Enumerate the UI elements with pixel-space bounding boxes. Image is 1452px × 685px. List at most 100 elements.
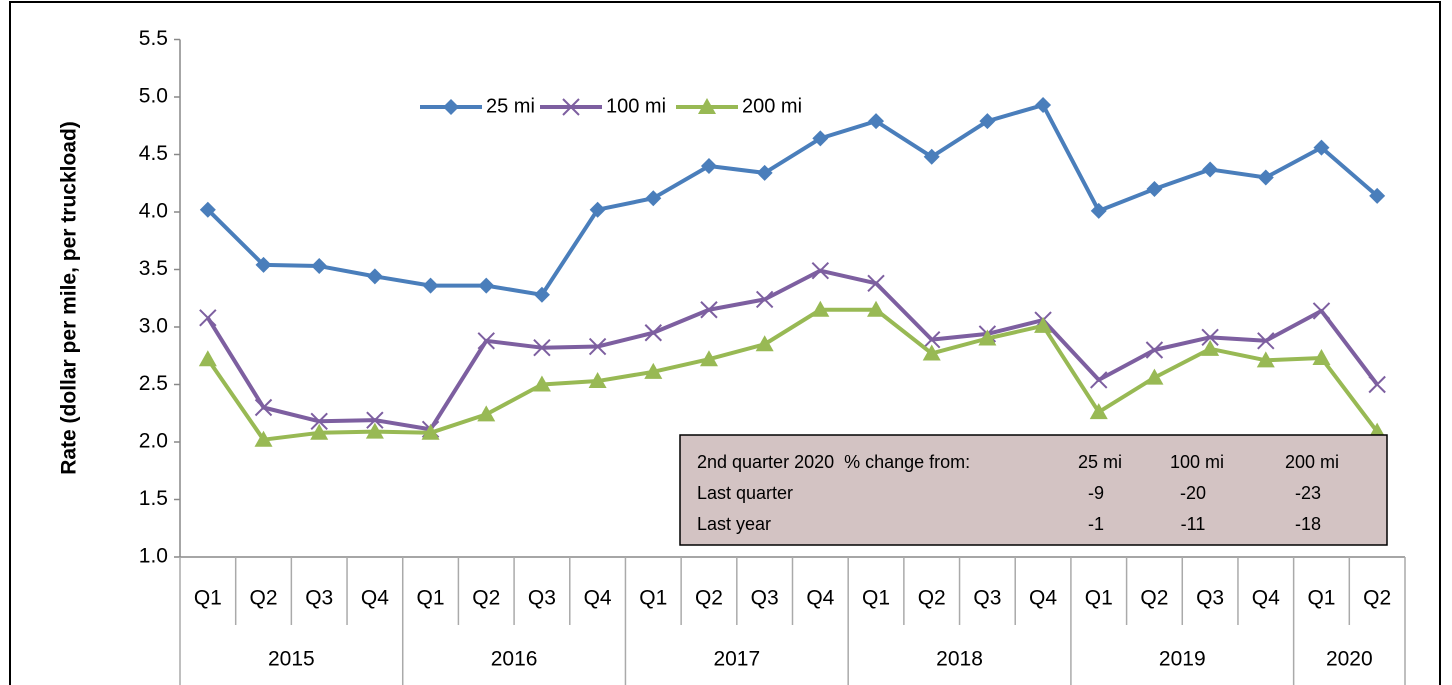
point	[755, 335, 774, 352]
table-cell: -18	[1295, 514, 1321, 534]
x-tick-label: Q3	[1196, 587, 1224, 610]
point	[1256, 351, 1275, 368]
x-tick-label: Q4	[361, 587, 389, 610]
table-cell: -9	[1088, 483, 1104, 503]
y-tick-label: 1.0	[139, 545, 168, 568]
point	[1257, 332, 1275, 350]
point	[978, 329, 997, 346]
table-cell: Last year	[697, 514, 771, 534]
point	[1312, 349, 1331, 366]
point	[366, 411, 384, 429]
summary-table: 2nd quarter 2020 % change from: 25 mi 100 …	[679, 434, 1388, 546]
point	[532, 375, 551, 392]
legend-label: 25 mi	[486, 95, 535, 117]
series-line	[206, 268, 1379, 432]
point	[812, 130, 829, 147]
point	[198, 350, 217, 367]
point	[1202, 161, 1219, 178]
point	[254, 430, 273, 447]
point	[311, 258, 328, 275]
x-tick-label: Q3	[751, 587, 779, 610]
y-tick-label: 3.0	[139, 315, 168, 338]
x-tick-label: Q2	[1140, 587, 1168, 610]
point	[255, 256, 272, 273]
series-line	[206, 103, 1379, 297]
x-tick-label: Q2	[472, 587, 500, 610]
table-cell: -1	[1088, 514, 1104, 534]
point	[1312, 302, 1331, 320]
point	[588, 337, 607, 356]
group-label: 2018	[936, 648, 983, 671]
table-cell: -23	[1295, 483, 1321, 503]
series-line	[206, 307, 1379, 442]
y-axis-label: Rate (dollar per mile, per truckload)	[58, 121, 81, 475]
point	[589, 201, 606, 218]
x-tick-label: Q4	[806, 587, 834, 610]
table-cell: -20	[1180, 483, 1206, 503]
point	[867, 274, 885, 293]
y-tick-label: 5.0	[139, 85, 168, 108]
x-tick-label: Q4	[1029, 587, 1057, 610]
y-tick-label: 3.5	[139, 257, 168, 280]
x-tick-label: Q2	[918, 587, 946, 610]
point	[1090, 371, 1108, 389]
y-tick-label: 2.0	[139, 430, 168, 453]
y-tick-label: 2.5	[139, 372, 168, 395]
point	[1034, 316, 1053, 333]
table-header: 100 mi	[1170, 452, 1224, 472]
point	[811, 300, 830, 317]
point	[755, 290, 774, 309]
point	[923, 148, 940, 165]
point	[254, 398, 273, 417]
y-tick-label: 4.0	[139, 200, 168, 223]
point	[310, 423, 329, 440]
x-tick-label: Q2	[250, 587, 278, 610]
point	[756, 164, 773, 181]
point	[1368, 375, 1386, 394]
x-tick-label: Q2	[1363, 587, 1391, 610]
point	[1145, 341, 1164, 359]
legend-marker	[443, 99, 459, 115]
table-box	[679, 434, 1388, 546]
point	[199, 201, 216, 218]
x-tick-label: Q4	[584, 587, 612, 610]
point	[478, 277, 495, 294]
x-tick-label: Q3	[305, 587, 333, 610]
table-cell: Last quarter	[697, 483, 793, 503]
point	[867, 300, 886, 317]
y-tick-label: 1.5	[139, 487, 168, 510]
point	[310, 412, 328, 431]
x-tick-label: Q1	[862, 587, 890, 610]
point	[199, 309, 217, 327]
group-label: 2016	[491, 648, 538, 671]
x-tick-label: Q3	[973, 587, 1001, 610]
x-tick-label: Q4	[1252, 587, 1280, 610]
point	[365, 422, 384, 439]
point	[1369, 187, 1386, 204]
y-tick-label: 5.5	[139, 27, 168, 50]
point	[533, 338, 551, 357]
group-label: 2015	[268, 648, 315, 671]
point	[366, 268, 383, 285]
point	[1035, 97, 1052, 114]
point	[588, 372, 607, 389]
point	[699, 350, 718, 367]
point	[645, 190, 662, 207]
point	[922, 344, 941, 361]
point	[979, 113, 996, 130]
frame	[9, 1, 1441, 685]
x-tick-label: Q1	[1307, 587, 1335, 610]
x-tick-label: Q1	[194, 587, 222, 610]
point	[1146, 181, 1163, 197]
point	[700, 158, 717, 174]
legend-label: 200 mi	[742, 95, 802, 117]
legend-marker	[698, 98, 716, 114]
group-label: 2020	[1326, 648, 1373, 671]
x-tick-label: Q2	[695, 587, 723, 610]
point	[644, 362, 663, 379]
point	[1090, 202, 1107, 219]
point	[1257, 169, 1274, 186]
legend-label: 100 mi	[606, 95, 666, 117]
point	[422, 277, 439, 294]
